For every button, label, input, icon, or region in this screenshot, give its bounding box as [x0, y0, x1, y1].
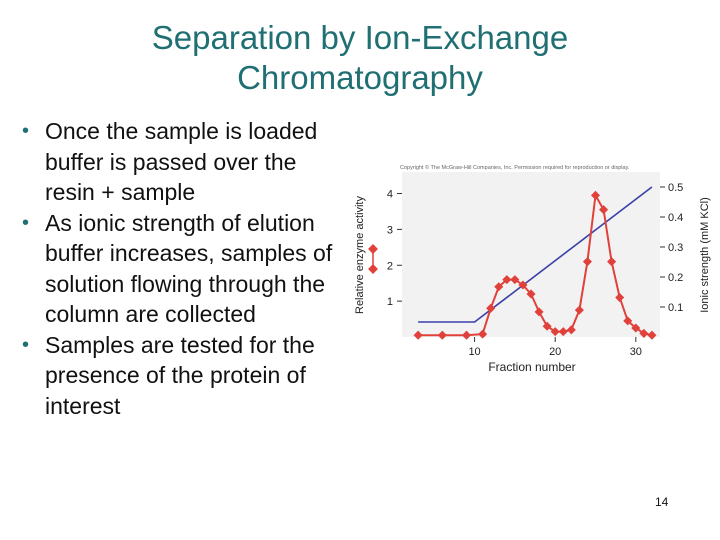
bullet-text: As ionic strength of elution buffer incr… — [45, 209, 333, 328]
x-tick-label: 10 — [468, 346, 480, 358]
bullet-item: • As ionic strength of elution buffer inc… — [22, 208, 352, 330]
right-y-axis-label: Ionic strength (mM KCl) — [699, 197, 711, 313]
figure-copyright: Copyright © The McGraw-Hill Companies, I… — [400, 165, 630, 171]
x-tick-label: 20 — [549, 346, 561, 358]
right-y-tick-label: 0.5 — [668, 182, 683, 194]
right-y-tick-label: 0.3 — [668, 242, 683, 254]
slide-title-line-1: Separation by Ion-Exchange — [151, 19, 569, 56]
bullet-dot-icon: • — [22, 120, 30, 142]
bullet-text: Once the sample is loaded buffer is pass… — [45, 118, 318, 205]
bullet-item: • Samples are tested for the presence of … — [22, 330, 352, 422]
left-y-tick-label: 1 — [387, 296, 393, 308]
legend-marker — [368, 244, 378, 274]
left-y-tick-label: 2 — [387, 260, 393, 272]
left-y-tick-label: 3 — [387, 224, 393, 236]
right-y-tick-label: 0.4 — [668, 212, 683, 224]
left-y-tick-label: 4 — [387, 189, 393, 201]
slide-title: Separation by Ion-Exchange Chromatograph… — [0, 18, 720, 98]
bullet-dot-icon: • — [22, 211, 30, 234]
bullet-dot-icon: • — [22, 333, 30, 356]
x-tick-label: 30 — [630, 346, 642, 358]
plot-area-background — [402, 172, 660, 337]
bullet-list: • Once the sample is loaded buffer is pas… — [22, 116, 352, 421]
bullet-item: • Once the sample is loaded buffer is pas… — [22, 116, 352, 208]
x-axis-label: Fraction number — [488, 360, 575, 374]
bullet-text: Samples are tested for the presence of t… — [45, 331, 315, 419]
page-number: 14 — [655, 495, 669, 509]
chromatography-chart: 1 2 3 4 0.1 0.2 0.3 0.4 0.5 10 20 30 Fraction num… — [354, 172, 711, 374]
slide-title-line-2: Chromatography — [237, 59, 483, 96]
left-y-axis-label: Relative enzyme activity — [354, 196, 366, 314]
ionic-strength-line — [418, 186, 653, 323]
right-y-tick-label: 0.2 — [668, 272, 683, 284]
right-y-tick-label: 0.1 — [668, 302, 683, 314]
